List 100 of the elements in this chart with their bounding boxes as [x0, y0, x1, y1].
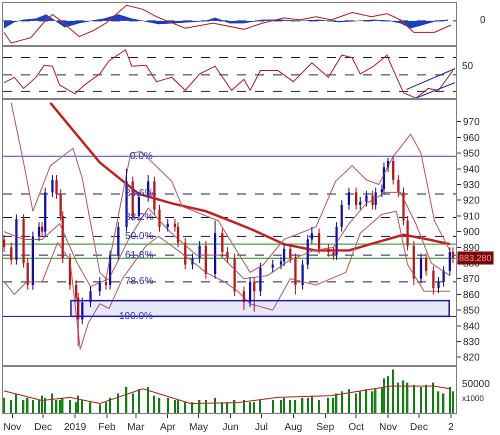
bar: [341, 391, 343, 413]
y-tick-label: 910: [463, 211, 480, 222]
bar: [44, 398, 46, 413]
bar: [335, 394, 338, 413]
bar: [406, 382, 408, 413]
x-tick-label: May: [189, 422, 208, 433]
bar: [355, 394, 357, 413]
bar: [15, 394, 18, 413]
bar: [289, 400, 291, 413]
text: 50: [462, 61, 474, 72]
line-series: [4, 210, 450, 350]
bar: [318, 400, 320, 413]
bar: [307, 398, 309, 413]
bar: [452, 391, 454, 413]
bar: [371, 391, 374, 413]
bar: [301, 398, 304, 413]
x-tick-label: Dec: [34, 422, 52, 433]
bar: [198, 400, 200, 413]
bar: [55, 400, 58, 413]
bar: [81, 400, 83, 413]
x-tick-label: Nov: [379, 422, 397, 433]
bar: [397, 382, 400, 413]
bar: [184, 402, 186, 413]
bar: [138, 389, 140, 413]
bar: [61, 398, 64, 413]
annotation: 883.280: [459, 253, 492, 263]
bar: [89, 402, 92, 413]
bar: [387, 376, 389, 413]
bar: [117, 394, 120, 413]
bar: [272, 400, 274, 413]
y-tick-label: 820: [463, 352, 480, 364]
bar: [374, 389, 376, 413]
bar: [437, 391, 440, 413]
x-tick-label: 2019: [64, 422, 87, 433]
y-tick-label: 960: [463, 132, 480, 144]
x-tick-label: Sep: [316, 422, 335, 433]
bar: [221, 402, 224, 413]
bar: [205, 400, 207, 413]
bar: [22, 400, 24, 413]
bar: [243, 400, 245, 413]
bar: [259, 400, 262, 413]
x-tick-label: Oct: [348, 422, 364, 433]
y-tick-label: 840: [463, 321, 480, 332]
y-tick-label: 860: [463, 290, 480, 301]
bar: [41, 396, 43, 413]
bar: [359, 391, 361, 413]
bar: [105, 402, 107, 413]
bar: [413, 384, 415, 413]
text: 50000: [462, 379, 490, 390]
text: x1000: [462, 394, 484, 403]
bar: [348, 389, 350, 413]
y-tick-label: 970: [463, 117, 480, 128]
bar: [177, 400, 179, 413]
bar: [233, 400, 236, 413]
bar: [420, 387, 422, 413]
bar: [283, 398, 285, 413]
x-tick-label: Apr: [160, 422, 176, 433]
x-tick-label: Mar: [127, 422, 146, 433]
bar: [214, 398, 216, 413]
y-tick-label: 900: [463, 227, 480, 238]
x-tick-label: 2: [448, 422, 454, 433]
bar: [294, 400, 296, 413]
bar: [32, 400, 34, 413]
bar: [153, 396, 156, 413]
ref-line-label: 0: [480, 15, 486, 26]
bar: [327, 398, 330, 413]
x-tick-label: Jun: [222, 422, 239, 433]
x-tick-label: Feb: [98, 422, 116, 433]
bar: [432, 382, 434, 413]
bar: [449, 387, 451, 413]
bar: [365, 389, 368, 413]
x-tick-label: Nov: [3, 422, 22, 433]
bar: [158, 398, 160, 413]
bar: [249, 402, 251, 413]
bar: [392, 370, 394, 413]
y-tick-label: 950: [463, 148, 480, 160]
bar: [167, 398, 169, 413]
y-tick-label: 920: [463, 196, 480, 207]
bar: [147, 387, 149, 413]
y-tick-label: 850: [463, 306, 480, 317]
bar: [99, 404, 101, 413]
bar: [253, 402, 255, 413]
bar: [442, 394, 444, 413]
bar: [332, 398, 334, 413]
bar: [425, 384, 427, 413]
bar: [174, 400, 176, 413]
bar: [383, 378, 385, 413]
bar: [132, 394, 134, 413]
bar: [311, 396, 313, 413]
bar: [125, 387, 128, 413]
y-tick-label: 940: [463, 164, 480, 176]
y-tick-label: 870: [463, 274, 480, 286]
y-tick-label: 890: [463, 242, 480, 254]
annotation: 78.6%: [125, 276, 154, 287]
y-tick-label: 830: [463, 336, 480, 348]
x-tick-label: Aug: [284, 422, 302, 433]
bar: [10, 400, 12, 413]
bar: [3, 398, 5, 413]
x-tick-label: Dec: [410, 422, 428, 433]
x-tick-label: Jul: [255, 422, 268, 433]
